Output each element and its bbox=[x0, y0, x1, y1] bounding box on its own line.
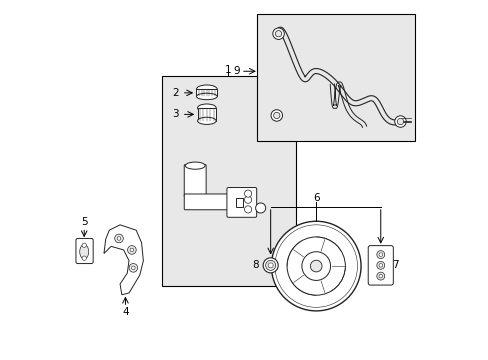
Text: 9: 9 bbox=[232, 66, 239, 76]
Circle shape bbox=[273, 112, 279, 118]
Ellipse shape bbox=[196, 93, 217, 100]
Circle shape bbox=[378, 264, 382, 267]
Text: 2: 2 bbox=[172, 88, 179, 98]
Circle shape bbox=[397, 118, 403, 125]
Circle shape bbox=[131, 266, 135, 270]
Circle shape bbox=[267, 263, 273, 268]
Circle shape bbox=[82, 256, 86, 260]
Ellipse shape bbox=[197, 117, 216, 125]
Circle shape bbox=[130, 248, 133, 252]
Circle shape bbox=[82, 243, 86, 247]
Circle shape bbox=[127, 246, 136, 254]
Circle shape bbox=[272, 28, 284, 40]
Ellipse shape bbox=[197, 104, 216, 112]
Text: 3: 3 bbox=[172, 109, 179, 120]
Circle shape bbox=[265, 260, 275, 270]
Circle shape bbox=[378, 274, 382, 278]
Circle shape bbox=[263, 258, 278, 273]
Bar bbox=[257, 14, 414, 141]
Circle shape bbox=[244, 190, 251, 197]
Circle shape bbox=[274, 225, 357, 307]
FancyBboxPatch shape bbox=[235, 198, 242, 207]
Circle shape bbox=[117, 237, 121, 240]
Circle shape bbox=[271, 221, 360, 311]
Circle shape bbox=[115, 234, 123, 243]
Text: 6: 6 bbox=[312, 193, 319, 203]
Circle shape bbox=[286, 237, 345, 295]
Circle shape bbox=[376, 251, 384, 258]
FancyBboxPatch shape bbox=[367, 246, 392, 285]
Text: 5: 5 bbox=[81, 217, 87, 227]
FancyBboxPatch shape bbox=[196, 89, 217, 96]
Circle shape bbox=[376, 272, 384, 280]
Circle shape bbox=[244, 196, 251, 203]
Circle shape bbox=[129, 264, 137, 272]
Circle shape bbox=[376, 261, 384, 269]
FancyBboxPatch shape bbox=[184, 165, 206, 197]
Circle shape bbox=[270, 110, 282, 121]
FancyBboxPatch shape bbox=[226, 188, 256, 217]
Circle shape bbox=[378, 253, 382, 256]
FancyBboxPatch shape bbox=[197, 108, 216, 121]
Circle shape bbox=[310, 260, 322, 272]
FancyBboxPatch shape bbox=[76, 238, 93, 264]
Text: 1: 1 bbox=[224, 64, 231, 75]
Ellipse shape bbox=[185, 162, 204, 169]
Circle shape bbox=[301, 252, 330, 280]
Circle shape bbox=[394, 116, 406, 127]
Bar bbox=[162, 76, 296, 286]
Polygon shape bbox=[104, 225, 143, 295]
Text: 7: 7 bbox=[392, 260, 398, 270]
Circle shape bbox=[275, 31, 281, 37]
Text: 4: 4 bbox=[122, 307, 128, 317]
FancyBboxPatch shape bbox=[184, 194, 238, 210]
Text: 8: 8 bbox=[252, 260, 259, 270]
Ellipse shape bbox=[196, 85, 217, 94]
Circle shape bbox=[255, 203, 265, 213]
Circle shape bbox=[244, 206, 251, 213]
Ellipse shape bbox=[80, 244, 88, 259]
